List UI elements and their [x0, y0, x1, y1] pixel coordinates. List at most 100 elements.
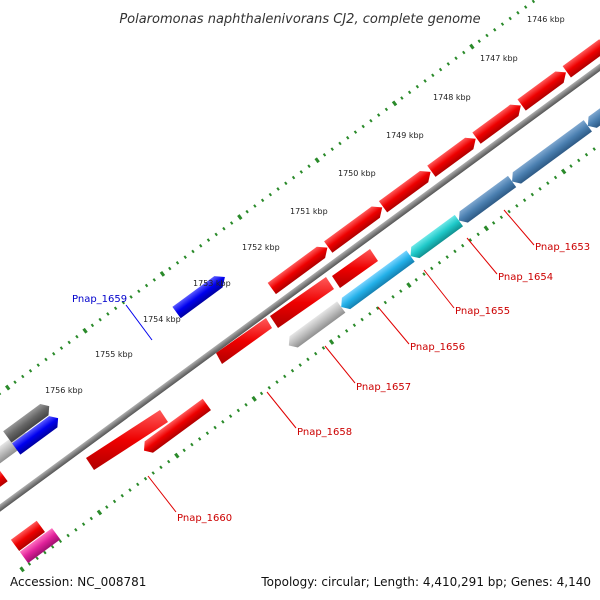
tick-mark: [376, 113, 381, 117]
tick-label: 1754 kbp: [143, 315, 181, 324]
gene-label-pnap-1657: Pnap_1657: [356, 382, 411, 393]
tick-mark: [244, 403, 248, 407]
tick-mark: [152, 278, 156, 282]
tick-mark: [228, 414, 233, 418]
tick-labels: 1746 kbp 1747 kbp 1748 kbp 1749 kbp 1750…: [45, 15, 565, 395]
cds-arrow-1657: [341, 250, 415, 310]
tick-mark: [383, 300, 388, 305]
tick-mark: [592, 147, 596, 151]
tick-label: 1753 kbp: [193, 279, 231, 288]
tick-mark: [522, 198, 527, 203]
tick-mark: [205, 431, 210, 436]
accession-text: Accession: NC_008781: [10, 575, 146, 589]
tick-mark: [344, 329, 349, 333]
tick-mark: [50, 545, 55, 549]
tick-mark: [399, 289, 403, 293]
cds-arrow-1659: [172, 276, 225, 319]
tick-mark: [59, 346, 64, 350]
tick-mark: [530, 192, 535, 197]
cds-arrow-1660: [143, 398, 211, 453]
tick-track-inner: [19, 147, 596, 573]
tick-mark: [214, 232, 218, 237]
tick-mark: [213, 425, 217, 430]
tick-mark: [260, 198, 265, 203]
gene-label-pnap-1658: Pnap_1658: [297, 427, 352, 438]
tick-mark: [166, 459, 171, 464]
tick-mark: [430, 266, 434, 271]
tick-mark: [98, 317, 102, 322]
tick-mark: [113, 306, 118, 311]
tick-mark: [35, 556, 39, 561]
tick-mark: [81, 522, 86, 526]
tick-mark: [446, 62, 450, 66]
cds-arrow: [427, 137, 476, 177]
tick-mark: [569, 164, 573, 168]
tick-mark: [499, 215, 504, 220]
tick-mark: [330, 147, 334, 151]
tick-mark: [19, 566, 25, 573]
tick-mark: [253, 204, 257, 208]
forward-strand: [0, 276, 225, 479]
callout-line: [147, 475, 177, 513]
genome-backbone: [0, 56, 600, 522]
tick-mark: [106, 312, 110, 316]
tick-mark: [508, 16, 512, 21]
tick-mark: [507, 209, 511, 214]
tick-label: 1751 kbp: [290, 207, 328, 216]
callout-line: [466, 237, 498, 275]
tick-mark: [338, 141, 342, 146]
gene-callouts: Pnap_1653 Pnap_1654 Pnap_1655 Pnap_1656 …: [72, 209, 590, 524]
tick-mark: [121, 300, 126, 305]
cds-arrow: [12, 416, 59, 455]
tick-mark: [137, 289, 141, 294]
tick-mark: [577, 158, 581, 163]
tick-mark: [0, 391, 2, 396]
tick-label: 1752 kbp: [242, 243, 280, 252]
tick-mark: [143, 476, 148, 481]
tick-mark: [431, 73, 435, 78]
callout-line: [324, 345, 356, 384]
tick-mark: [267, 385, 271, 390]
tick-mark: [75, 334, 79, 339]
tick-mark: [120, 493, 124, 498]
tick-label: 1747 kbp: [480, 54, 518, 63]
gene-label-pnap-1656: Pnap_1656: [410, 342, 465, 353]
cds-arrow: [270, 277, 334, 328]
tick-mark: [391, 295, 395, 299]
tick-mark: [313, 351, 318, 356]
cds-arrow-1654: [512, 120, 592, 184]
tick-mark: [105, 505, 109, 509]
tick-mark: [584, 152, 589, 157]
cds-arrow: [19, 528, 61, 564]
cds-arrow: [517, 71, 566, 111]
tick-mark: [306, 357, 310, 362]
gene-label-pnap-1655: Pnap_1655: [455, 306, 510, 317]
tick-mark: [469, 43, 475, 50]
tick-mark: [346, 135, 350, 140]
tick-mark: [159, 465, 163, 470]
tick-mark: [516, 10, 520, 15]
cds-arrow: [562, 39, 600, 78]
tick-mark: [493, 28, 497, 32]
genome-info-text: Topology: circular; Length: 4,410,291 bp…: [260, 575, 591, 589]
tick-mark: [191, 249, 195, 254]
tick-mark: [369, 118, 373, 123]
cds-arrow: [267, 246, 328, 295]
tick-mark: [414, 277, 418, 282]
tick-mark: [168, 266, 172, 271]
tick-mark: [453, 249, 457, 254]
cds-arrow-1656: [410, 214, 464, 259]
tick-mark: [82, 327, 88, 334]
tick-mark: [476, 232, 480, 237]
tick-label: 1755 kbp: [95, 350, 133, 359]
cds-arrow: [10, 520, 45, 551]
tick-mark: [375, 306, 380, 310]
cds-arrow-1655: [458, 175, 517, 223]
cds-arrow: [378, 170, 431, 213]
tick-mark: [523, 5, 528, 9]
tick-mark: [151, 471, 155, 475]
tick-mark: [13, 380, 17, 384]
tick-mark: [491, 221, 496, 225]
feature-band-middle: [86, 249, 378, 470]
cds-arrow-1658: [288, 301, 346, 348]
